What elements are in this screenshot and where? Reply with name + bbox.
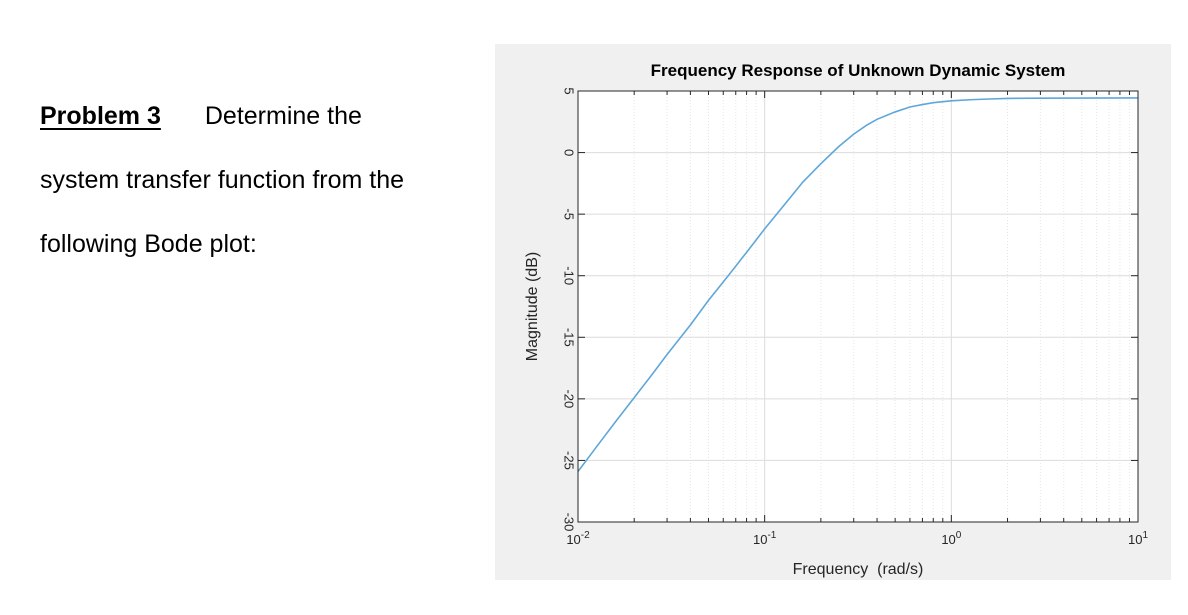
y-tick-label: -5 — [562, 208, 577, 220]
y-tick-label: 5 — [562, 87, 577, 94]
x-tick-labels: 10-2 10-1 100 101 — [566, 530, 1148, 547]
y-tick-label: 0 — [562, 149, 577, 156]
x-tick-label: 101 — [1128, 530, 1148, 547]
x-tick-label: 100 — [941, 530, 961, 547]
bode-plot: Frequency Response of Unknown Dynamic Sy… — [524, 61, 1148, 578]
problem-line-3: following Bode plot: — [40, 230, 257, 258]
x-axis-label: Frequency (rad/s) — [793, 561, 924, 578]
y-tick-label: -20 — [562, 389, 577, 408]
x-tick-label: 10-1 — [753, 530, 777, 547]
y-axis-label: Magnitude (dB) — [524, 252, 541, 361]
y-tick-label: -10 — [562, 266, 577, 285]
problem-line-1: Problem 3 Determine the — [40, 102, 362, 131]
y-tick-label: -15 — [562, 328, 577, 347]
chart-title: Frequency Response of Unknown Dynamic Sy… — [651, 61, 1066, 80]
bode-figure: Frequency Response of Unknown Dynamic Sy… — [495, 44, 1171, 580]
problem-heading: Problem 3 — [40, 102, 161, 130]
y-tick-label: -30 — [562, 513, 577, 532]
problem-text-1: Determine the — [204, 102, 362, 130]
plot-frame — [577, 90, 1139, 523]
problem-line-2: system transfer function from the — [40, 166, 405, 194]
y-tick-label: -25 — [562, 451, 577, 470]
x-tick-label: 10-2 — [566, 530, 590, 547]
y-tick-labels: 5 0 -5 -10 -15 -20 -25 -30 — [562, 87, 577, 531]
plot-axes-area — [578, 91, 1138, 522]
magnitude-curve — [577, 97, 1139, 472]
